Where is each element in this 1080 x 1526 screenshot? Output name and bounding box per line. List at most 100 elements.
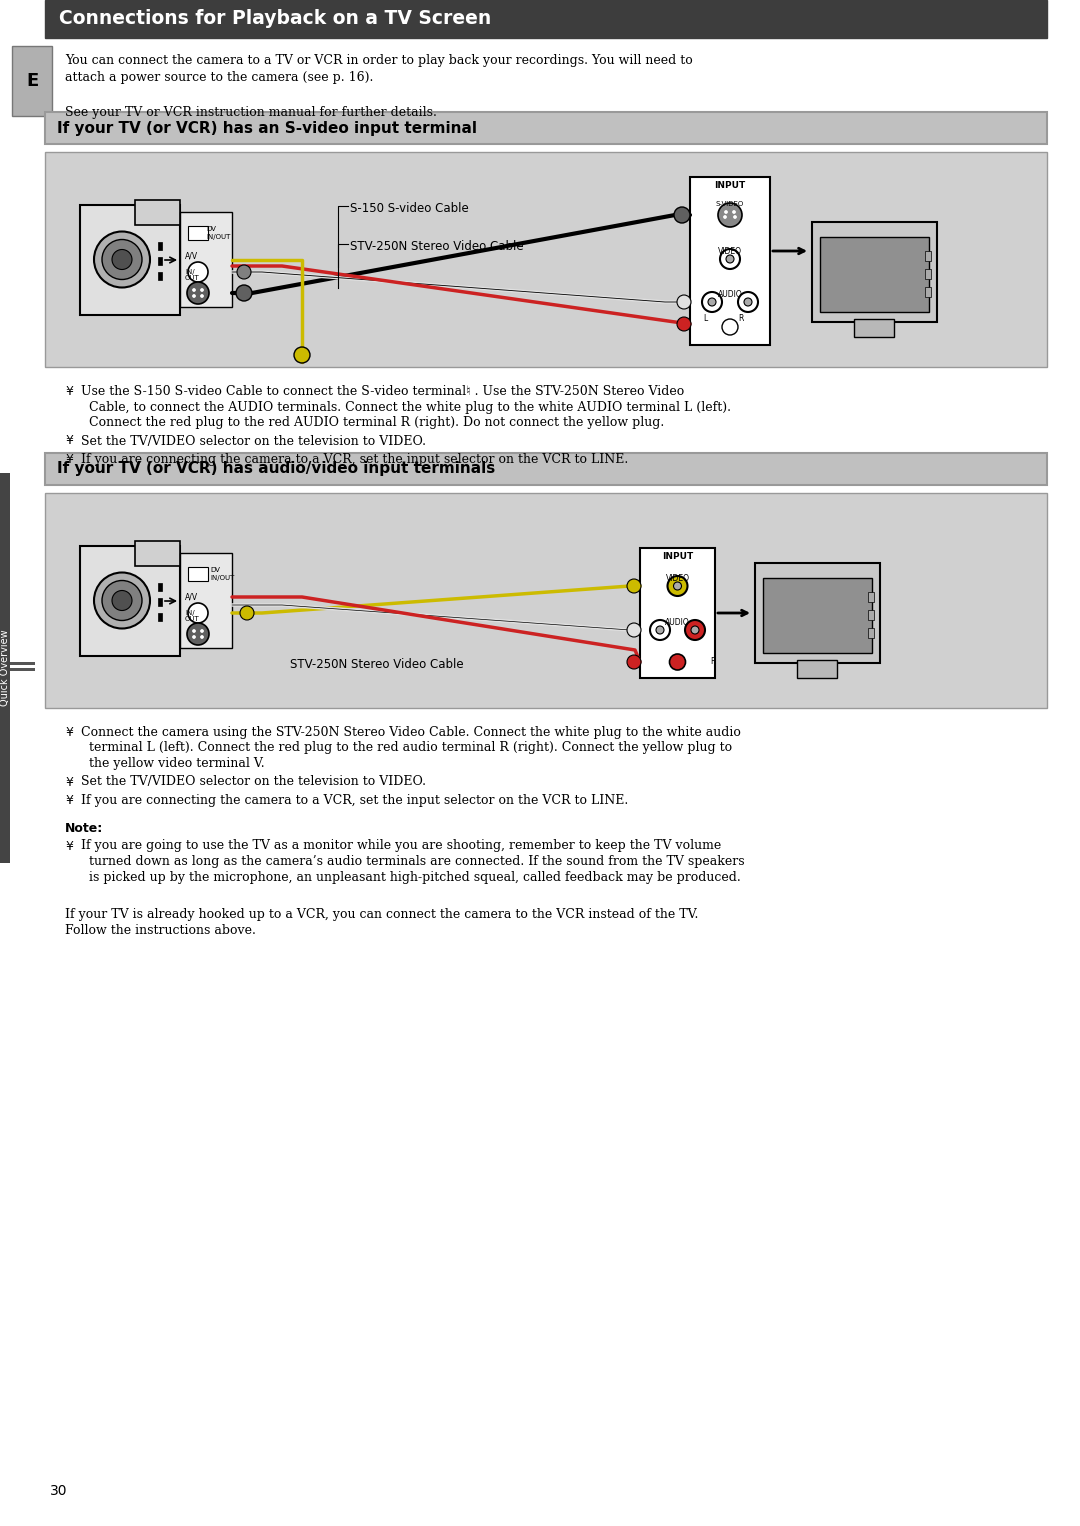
Circle shape	[187, 282, 210, 304]
Text: Follow the instructions above.: Follow the instructions above.	[65, 923, 256, 937]
Text: Note:: Note:	[65, 823, 104, 835]
Circle shape	[724, 215, 727, 218]
Bar	[180, 552, 232, 649]
Bar	[80, 204, 180, 314]
Text: is picked up by the microphone, an unpleasant high-pitched squeal, called feedba: is picked up by the microphone, an unple…	[81, 870, 741, 884]
Bar	[158, 256, 162, 264]
Bar	[812, 221, 937, 322]
Bar	[924, 250, 931, 261]
Circle shape	[674, 208, 690, 223]
Circle shape	[725, 211, 728, 214]
Text: Cable, to connect the AUDIO terminals. Connect the white plug to the white AUDIO: Cable, to connect the AUDIO terminals. C…	[81, 400, 731, 414]
Circle shape	[723, 319, 738, 336]
Bar	[797, 661, 837, 678]
Bar	[755, 563, 880, 662]
Text: ¥: ¥	[65, 794, 72, 807]
Bar	[0, 473, 10, 864]
Text: ¥: ¥	[65, 839, 72, 853]
Text: IN/OUT: IN/OUT	[210, 575, 234, 581]
Bar	[80, 545, 180, 656]
Circle shape	[192, 288, 195, 291]
Text: S-VIDEO: S-VIDEO	[716, 201, 744, 208]
Bar	[158, 598, 162, 606]
Text: Use the S-150 S-video Cable to connect the S-video terminal♮ . Use the STV-250N : Use the S-150 S-video Cable to connect t…	[81, 385, 685, 398]
Text: AUDIO: AUDIO	[717, 290, 742, 299]
Circle shape	[732, 211, 735, 214]
Bar	[854, 319, 894, 337]
Bar	[10, 668, 35, 671]
Circle shape	[237, 266, 251, 279]
Text: turned down as long as the camera’s audio terminals are connected. If the sound : turned down as long as the camera’s audi…	[81, 855, 744, 868]
Circle shape	[738, 291, 758, 311]
Text: If your TV (or VCR) has audio/video input terminals: If your TV (or VCR) has audio/video inpu…	[57, 461, 496, 476]
Circle shape	[744, 298, 752, 307]
Text: Set the TV/VIDEO selector on the television to VIDEO.: Set the TV/VIDEO selector on the televis…	[81, 775, 426, 789]
Circle shape	[708, 298, 716, 307]
Circle shape	[102, 240, 141, 279]
Bar	[45, 493, 1047, 708]
Text: ¥: ¥	[65, 385, 72, 398]
Bar	[924, 269, 931, 279]
Text: Connections for Playback on a TV Screen: Connections for Playback on a TV Screen	[59, 9, 491, 29]
Circle shape	[726, 255, 734, 262]
Text: OUT: OUT	[185, 275, 200, 281]
Circle shape	[294, 346, 310, 363]
Text: ¥: ¥	[65, 453, 72, 465]
Bar	[135, 200, 180, 224]
Text: See your TV or VCR instruction manual for further details.: See your TV or VCR instruction manual fo…	[65, 105, 437, 119]
Text: Connect the red plug to the red AUDIO terminal R (right). Do not connect the yel: Connect the red plug to the red AUDIO te…	[81, 417, 664, 429]
Text: Set the TV/VIDEO selector on the television to VIDEO.: Set the TV/VIDEO selector on the televis…	[81, 435, 426, 447]
Circle shape	[192, 630, 195, 632]
Circle shape	[691, 626, 699, 633]
Text: AUDIO: AUDIO	[665, 618, 690, 627]
Text: 30: 30	[50, 1483, 67, 1499]
Circle shape	[201, 288, 203, 291]
Bar	[45, 453, 1047, 485]
Bar	[45, 153, 1047, 366]
Text: A/V: A/V	[185, 252, 198, 261]
Bar	[158, 272, 162, 279]
Circle shape	[733, 215, 737, 218]
Circle shape	[667, 575, 688, 597]
Bar	[188, 226, 208, 240]
Text: You can connect the camera to a TV or VCR in order to play back your recordings.: You can connect the camera to a TV or VC…	[65, 53, 692, 67]
Bar	[762, 578, 872, 653]
Circle shape	[685, 620, 705, 639]
Text: R: R	[710, 658, 715, 667]
Circle shape	[720, 249, 740, 269]
Text: If you are connecting the camera to a VCR, set the input selector on the VCR to : If you are connecting the camera to a VC…	[81, 794, 629, 807]
Circle shape	[240, 606, 254, 620]
Text: attach a power source to the camera (see p. 16).: attach a power source to the camera (see…	[65, 72, 374, 84]
Circle shape	[94, 572, 150, 629]
Bar	[135, 540, 180, 566]
Text: terminal L (left). Connect the red plug to the red audio terminal R (right). Con: terminal L (left). Connect the red plug …	[81, 742, 732, 754]
Bar	[158, 612, 162, 621]
Bar	[45, 0, 1047, 38]
Circle shape	[112, 591, 132, 610]
Text: ¥: ¥	[65, 775, 72, 789]
Circle shape	[112, 249, 132, 270]
Text: IN/: IN/	[185, 269, 194, 275]
Circle shape	[656, 626, 664, 633]
Circle shape	[102, 580, 141, 621]
Circle shape	[650, 620, 670, 639]
Text: INPUT: INPUT	[662, 552, 693, 562]
Circle shape	[192, 295, 195, 298]
Circle shape	[718, 203, 742, 227]
Text: STV-250N Stereo Video Cable: STV-250N Stereo Video Cable	[291, 658, 463, 671]
Text: If your TV is already hooked up to a VCR, you can connect the camera to the VCR : If your TV is already hooked up to a VCR…	[65, 908, 699, 922]
Text: IN/OUT: IN/OUT	[206, 233, 230, 240]
Bar	[45, 111, 1047, 143]
Circle shape	[188, 603, 208, 623]
Text: IN/: IN/	[185, 610, 194, 617]
Bar	[868, 592, 874, 601]
Text: VIDEO: VIDEO	[718, 247, 742, 256]
Text: ¥: ¥	[65, 435, 72, 447]
Bar	[640, 548, 715, 678]
Text: If your TV (or VCR) has an S-video input terminal: If your TV (or VCR) has an S-video input…	[57, 121, 477, 136]
Bar	[868, 610, 874, 620]
Text: L: L	[703, 314, 707, 324]
Text: S-150 S-video Cable: S-150 S-video Cable	[350, 201, 469, 215]
Text: DV: DV	[210, 568, 220, 572]
Circle shape	[677, 317, 691, 331]
